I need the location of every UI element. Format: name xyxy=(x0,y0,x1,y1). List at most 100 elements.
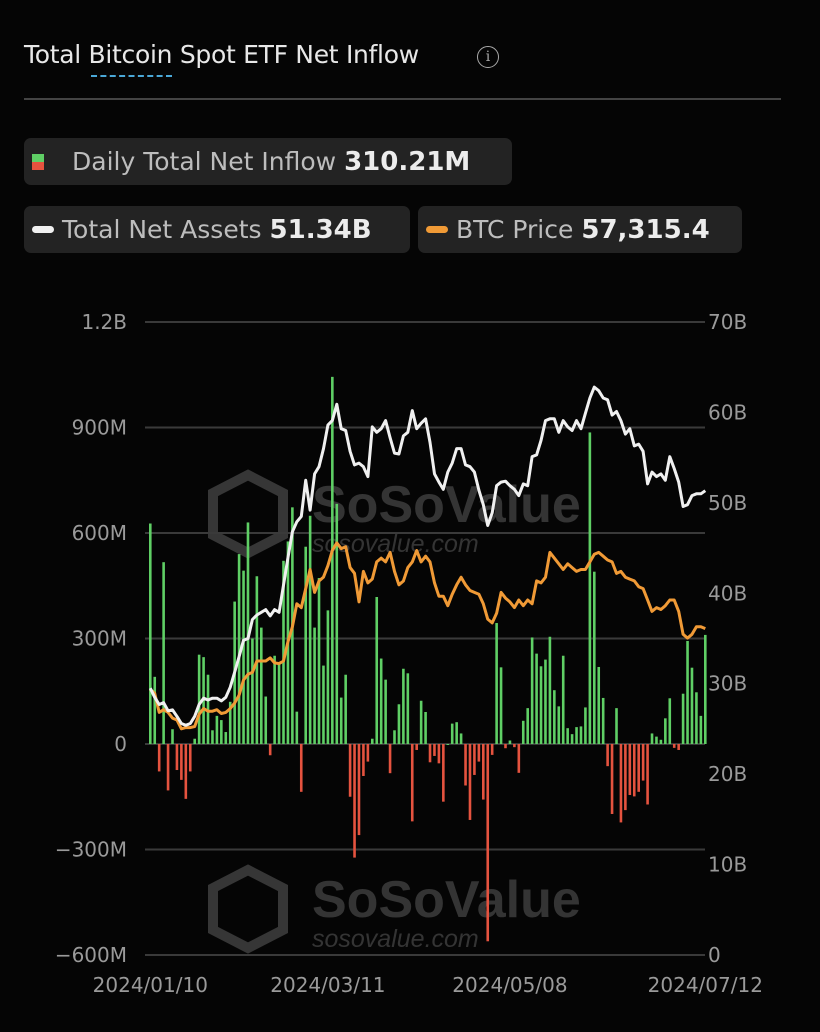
inflow-bar xyxy=(704,634,707,744)
legend-assets-value: 51.34B xyxy=(269,214,372,245)
inflow-bar xyxy=(579,726,583,744)
inflow-bar xyxy=(677,744,680,750)
inflow-bar xyxy=(353,744,356,858)
left-axis-tick: 300M xyxy=(72,627,127,651)
inflow-bar xyxy=(464,744,467,786)
left-axis-tick: −300M xyxy=(55,838,127,862)
inflow-bar xyxy=(446,744,450,745)
watermark-brand: SoSoValue xyxy=(312,476,581,534)
legend-assets-label: Total Net Assets xyxy=(62,215,262,244)
inflow-bar xyxy=(299,744,303,792)
inflow-bar xyxy=(166,744,170,791)
inflow-bar xyxy=(251,638,254,744)
inflow-bar xyxy=(699,715,703,744)
inflow-bar xyxy=(473,744,476,775)
total-net-assets-line xyxy=(148,385,707,727)
header-divider xyxy=(24,98,781,100)
inflow-bar xyxy=(450,723,454,744)
inflow-bar xyxy=(530,637,534,744)
inflow-bar xyxy=(437,744,441,764)
watermark-url: sosovalue.com xyxy=(312,925,479,953)
right-axis-tick: 70B xyxy=(708,310,747,334)
inflow-bar xyxy=(428,744,432,763)
inflow-bar xyxy=(535,653,538,744)
btc-price-line xyxy=(149,541,706,731)
inflow-bar xyxy=(570,734,574,744)
inflow-bar xyxy=(606,744,609,767)
left-axis-tick: 1.2B xyxy=(81,310,127,334)
inflow-bar xyxy=(615,708,618,744)
inflow-bar xyxy=(313,627,316,744)
inflow-bar xyxy=(575,727,578,744)
inflow-bar xyxy=(482,744,485,800)
x-axis-tick: 2024/07/12 xyxy=(648,973,763,997)
x-axis-tick: 2024/01/10 xyxy=(93,973,208,997)
inflow-bar xyxy=(175,744,179,771)
inflow-bar xyxy=(468,744,472,820)
left-axis-tick: −600M xyxy=(55,943,127,967)
inflow-bar xyxy=(277,662,281,744)
price-line-swatch-icon xyxy=(426,226,448,233)
inflow-bar xyxy=(610,744,614,814)
inflow-bar xyxy=(544,659,547,744)
inflow-bar xyxy=(215,715,219,744)
inflow-bar xyxy=(406,673,410,744)
inflow-bar xyxy=(442,744,445,802)
inflow-bar xyxy=(149,523,152,744)
inflow-bar xyxy=(193,738,196,744)
title-bitcoin-link[interactable]: Bitcoin xyxy=(88,40,173,69)
x-axis-tick: 2024/05/08 xyxy=(452,973,567,997)
inflow-bar xyxy=(593,571,596,744)
inflow-bar xyxy=(379,658,383,744)
inflow-bar xyxy=(153,676,157,744)
inflow-bar xyxy=(331,376,334,744)
inflow-bar xyxy=(384,679,387,744)
inflow-bar xyxy=(362,744,365,777)
right-axis-tick: 30B xyxy=(708,672,747,696)
inflow-bar xyxy=(508,740,512,744)
inflow-bar xyxy=(397,704,401,744)
inflow-bar xyxy=(504,744,507,749)
assets-line-swatch-icon xyxy=(32,226,54,233)
inflow-bar xyxy=(220,720,223,744)
inflow-bar xyxy=(410,744,414,822)
inflow-bar xyxy=(211,730,214,744)
inflow-bar xyxy=(366,744,370,762)
inflow-bar xyxy=(566,728,569,744)
inflow-bar xyxy=(650,733,654,744)
inflow-bar xyxy=(268,744,272,756)
inflow-bar xyxy=(490,744,494,755)
inflow-bar xyxy=(641,744,645,781)
sosovalue-logo-icon xyxy=(208,864,288,954)
inflow-bar xyxy=(348,744,352,797)
right-axis-tick: 40B xyxy=(708,581,747,605)
inflow-bar xyxy=(668,698,672,744)
info-icon[interactable]: i xyxy=(477,46,499,68)
inflow-bar xyxy=(339,697,343,744)
legend-price-label: BTC Price xyxy=(456,215,574,244)
inflow-bar xyxy=(646,744,649,805)
inflow-outflow-swatch-icon xyxy=(32,153,44,170)
legend-daily-inflow[interactable]: Daily Total Net Inflow 310.21M xyxy=(24,138,512,185)
inflow-bar xyxy=(513,744,516,748)
inflow-bar xyxy=(357,744,361,836)
legend-total-net-assets[interactable]: Total Net Assets 51.34B xyxy=(24,206,410,253)
inflow-bar xyxy=(686,640,689,744)
inflow-bar xyxy=(499,667,503,744)
inflow-bar xyxy=(672,744,676,748)
inflow-bar xyxy=(561,655,565,744)
inflow-bar xyxy=(242,570,245,744)
inflow-bar xyxy=(415,744,418,750)
legend-price-value: 57,315.4 xyxy=(581,214,710,245)
inflow-bar xyxy=(632,744,636,797)
left-axis-tick: 900M xyxy=(72,416,127,440)
legend-btc-price[interactable]: BTC Price 57,315.4 xyxy=(418,206,742,253)
inflow-bar xyxy=(273,655,276,744)
inflow-bar xyxy=(584,707,587,744)
inflow-bar xyxy=(588,432,592,744)
inflow-bar xyxy=(237,554,241,744)
inflow-bar xyxy=(180,744,183,780)
inflow-bar xyxy=(655,736,658,744)
